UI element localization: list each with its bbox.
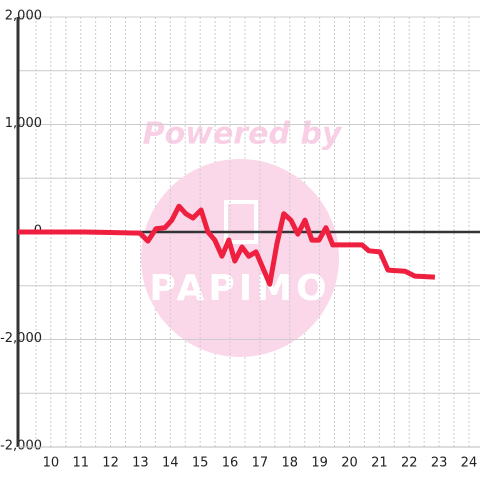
watermark-circle (141, 159, 339, 357)
x-tick-label: 12 (102, 456, 119, 471)
x-tick-label: 10 (43, 456, 60, 471)
watermark-icon (224, 200, 258, 244)
x-tick-label: 16 (222, 456, 239, 471)
x-tick-label: 23 (431, 456, 448, 471)
y-tick-label: 2,000 (5, 9, 42, 24)
x-tick-label: 20 (341, 456, 358, 471)
watermark-text: Powered by (143, 117, 343, 152)
x-tick-label: 18 (281, 456, 298, 471)
watermark-logo: PAPIMO (149, 268, 330, 309)
y-tick-label: -2,000 (0, 439, 42, 454)
x-tick-label: 15 (192, 456, 209, 471)
line-series (18, 203, 436, 287)
x-tick-label: 11 (72, 456, 89, 471)
y-tick-label: -2,000 (0, 331, 42, 346)
x-tick-label: 19 (311, 456, 328, 471)
x-tick-label: 13 (132, 456, 149, 471)
y-tick-label: 1,000 (5, 116, 42, 131)
x-tick-label: 21 (371, 456, 388, 471)
x-tick-label: 22 (401, 456, 418, 471)
x-tick-label: 24 (461, 456, 478, 471)
x-tick-label: 17 (252, 456, 269, 471)
x-tick-label: 14 (162, 456, 179, 471)
